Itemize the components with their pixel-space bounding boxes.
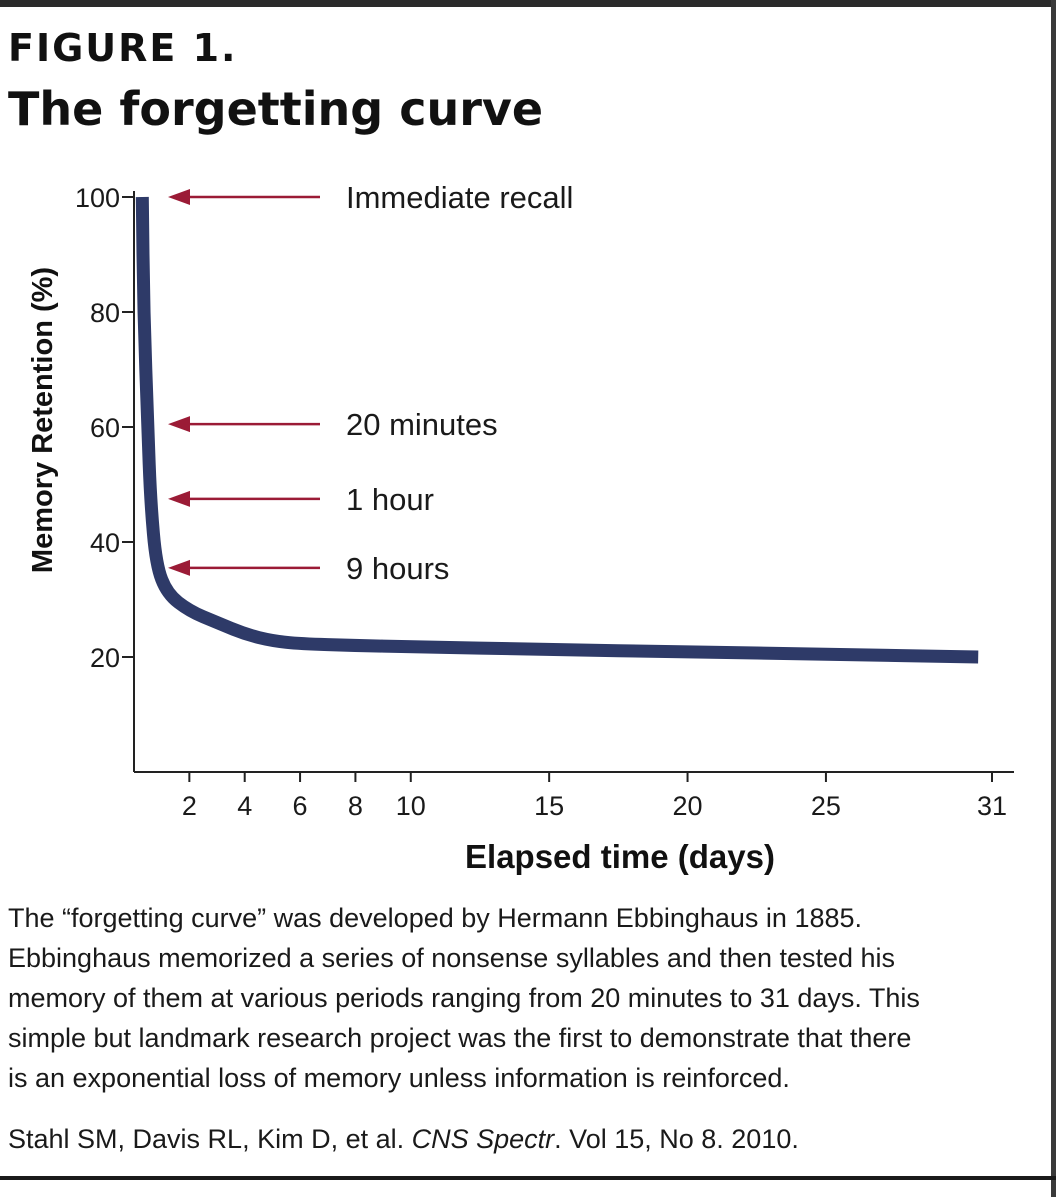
citation: Stahl SM, Davis RL, Kim D, et al. CNS Sp…: [8, 1124, 799, 1155]
x-tick-label: 20: [673, 791, 703, 821]
annotation-arrowhead: [168, 189, 190, 205]
x-tick-label: 31: [977, 791, 1007, 821]
citation-details: . Vol 15, No 8. 2010.: [554, 1124, 799, 1154]
caption-line: Ebbinghaus memorized a series of nonsens…: [8, 943, 896, 973]
y-axis-label: Memory Retention (%): [27, 267, 59, 573]
x-tick-label: 4: [237, 791, 252, 821]
caption-line: is an exponential loss of memory unless …: [8, 1063, 790, 1093]
x-ticks: 2 4 6 8 10 15 20 25 31: [182, 772, 1007, 821]
y-tick-label: 80: [90, 298, 120, 328]
top-border: [0, 0, 1056, 7]
y-tick-label: 40: [90, 528, 120, 558]
x-tick-label: 6: [293, 791, 308, 821]
annotations: Immediate recall 20 minutes 1 hour 9 hours: [168, 180, 573, 586]
caption-line: memory of them at various periods rangin…: [8, 983, 920, 1013]
annotation-arrowhead: [168, 490, 190, 507]
x-tick-label: 8: [348, 791, 363, 821]
figure-title: The forgetting curve: [8, 82, 544, 136]
caption-line: simple but landmark research project was…: [8, 1023, 912, 1053]
y-tick-label: 60: [90, 413, 120, 443]
x-axis-label: Elapsed time (days): [465, 838, 775, 875]
annotation: 1 hour: [168, 482, 434, 517]
citation-journal: CNS Spectr: [411, 1124, 555, 1154]
annotation-arrowhead: [168, 559, 190, 576]
forgetting-curve-chart: 20 40 60 80 100 2 4 6 8 10 15 20 25 31 Immediate rec…: [27, 180, 1014, 875]
bottom-border: [0, 1176, 1056, 1180]
annotation-label: 1 hour: [346, 482, 434, 517]
annotation-arrowhead: [168, 416, 190, 433]
annotation-label: 20 minutes: [346, 407, 498, 442]
figure-label: FIGURE 1.: [8, 26, 238, 70]
x-tick-label: 10: [396, 791, 426, 821]
y-tick-label: 100: [75, 183, 120, 213]
x-tick-label: 15: [534, 791, 564, 821]
annotation-label: 9 hours: [346, 551, 449, 586]
right-border: [1051, 0, 1056, 1197]
annotation: Immediate recall: [168, 180, 573, 215]
annotation: 9 hours: [168, 551, 449, 586]
y-ticks: 20 40 60 80 100: [75, 183, 134, 673]
annotation: 20 minutes: [168, 407, 498, 442]
citation-authors: Stahl SM, Davis RL, Kim D, et al.: [8, 1124, 412, 1154]
chart-axes: [133, 191, 1014, 773]
y-tick-label: 20: [90, 643, 120, 673]
caption-line: The “forgetting curve” was developed by …: [8, 903, 863, 933]
x-tick-label: 25: [811, 791, 841, 821]
figure-caption: The “forgetting curve” was developed by …: [8, 898, 1044, 1098]
x-tick-label: 2: [182, 791, 197, 821]
annotation-label: Immediate recall: [346, 180, 573, 215]
retention-curve: [135, 196, 979, 664]
